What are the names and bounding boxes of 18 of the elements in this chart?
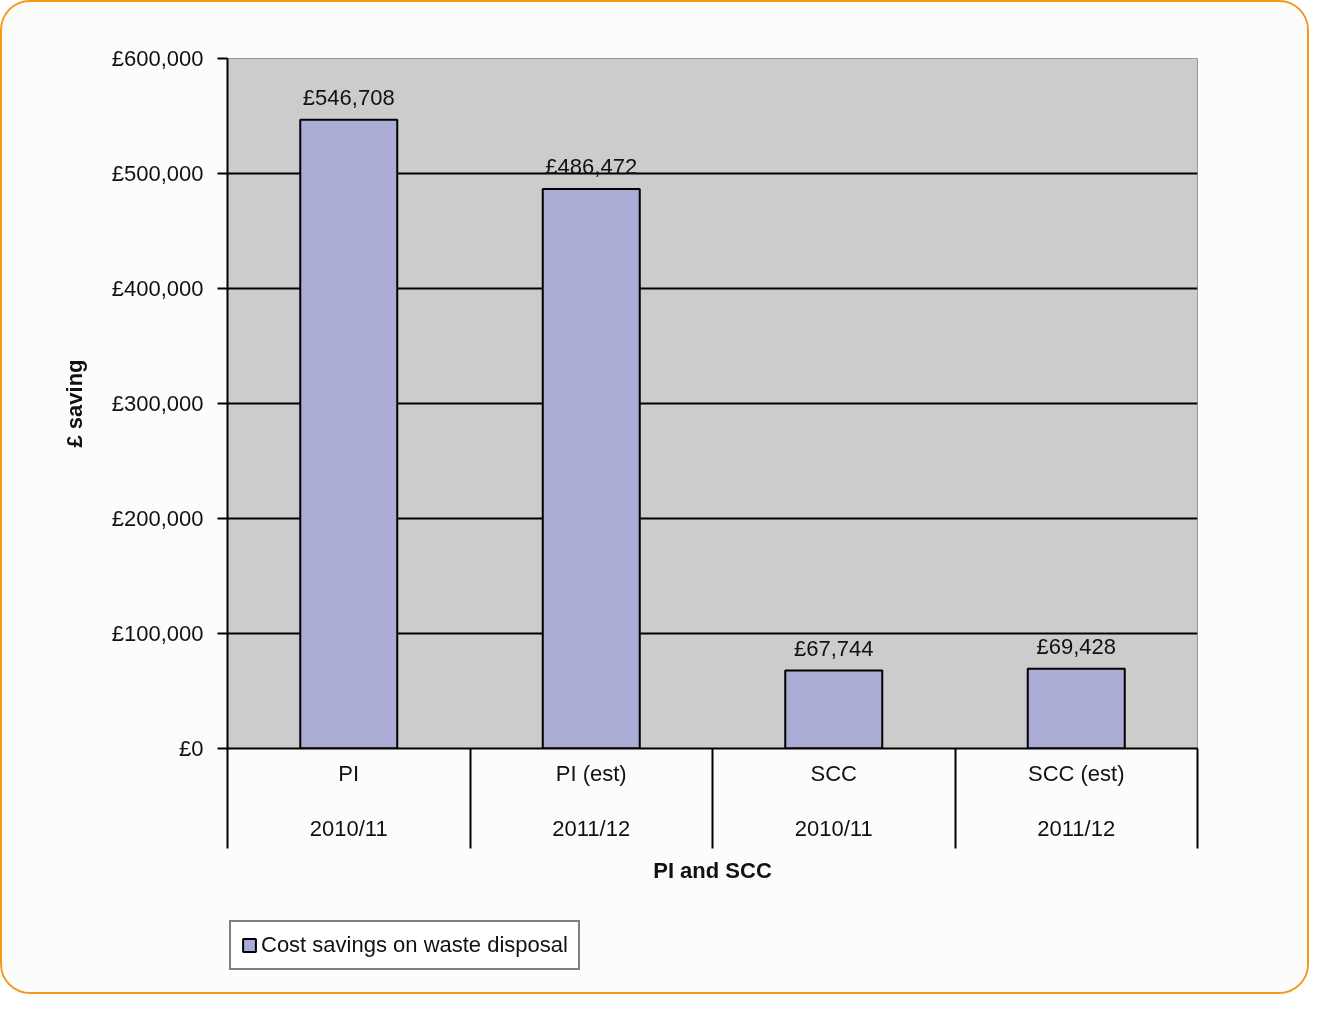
y-tick-label: £400,000 [111, 276, 204, 301]
category-label: PI 2010/11 [309, 760, 388, 841]
data-label: £486,472 [545, 154, 638, 180]
data-label: £546,708 [302, 84, 395, 110]
y-axis-title: £ saving [61, 359, 87, 448]
category-label: PI (est) 2011/12 [552, 760, 631, 841]
data-label: £67,744 [793, 635, 874, 661]
category-label: SCC 2010/11 [794, 760, 873, 841]
data-label: £69,428 [1036, 633, 1117, 659]
y-tick-label: £500,000 [111, 161, 204, 186]
category-label: SCC (est) 2011/12 [1027, 760, 1125, 841]
x-axis-title: PI and SCC [653, 857, 772, 883]
y-tick-label: £200,000 [111, 506, 204, 531]
y-tick-label: £0 [179, 736, 204, 761]
y-tick-label: £300,000 [111, 391, 204, 416]
y-tick-label: £100,000 [111, 621, 204, 646]
y-tick-label: £600,000 [111, 46, 204, 71]
legend-label: Cost savings on waste disposal [261, 932, 568, 958]
